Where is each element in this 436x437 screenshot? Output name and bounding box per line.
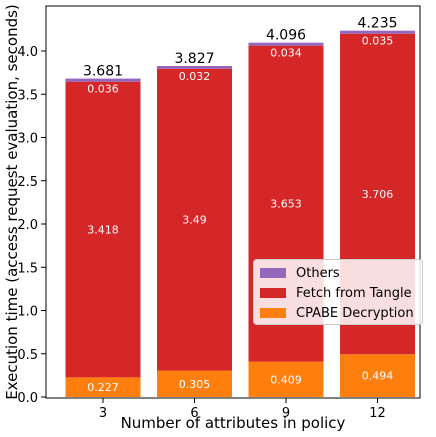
x-tick-label: 12: [369, 406, 386, 421]
legend-label-cpabe-decryption: CPABE Decryption: [296, 305, 414, 321]
bar-segment-cpabe-decryption: [157, 370, 232, 397]
legend-label-others: Others: [296, 265, 340, 281]
bar-total-label: 3.827: [174, 51, 214, 67]
x-axis: 3 6 9 12: [99, 398, 386, 421]
y-tick-label: 2.0: [17, 218, 38, 233]
bar-segment-cpabe-decryption: [65, 377, 141, 397]
x-tick-label: 3: [99, 406, 107, 421]
bar-total-label: 3.681: [83, 64, 123, 80]
x-axis-label: Number of attributes in policy: [121, 414, 346, 432]
bar-value-label: 0.305: [179, 378, 211, 391]
bar-value-label: 3.706: [362, 188, 394, 201]
y-axis-label: Execution time (access request evaluatio…: [3, 4, 21, 400]
legend-item-cpabe-decryption: CPABE Decryption: [260, 305, 414, 321]
legend-item-others: Others: [260, 265, 340, 281]
bar-segment-others: [65, 78, 141, 82]
y-tick-label: 1.0: [17, 305, 38, 320]
y-tick-label: 2.5: [17, 175, 38, 190]
legend-swatch-others: [260, 268, 286, 278]
bar-value-label: 3.49: [182, 214, 207, 227]
bar-value-label: 0.409: [270, 373, 302, 386]
y-tick-label: 0.0: [17, 391, 38, 406]
bar-segment-others: [248, 42, 324, 46]
bar-segment-others: [157, 65, 232, 69]
bar-value-label: 0.032: [179, 70, 211, 83]
bar-segment-others: [340, 30, 415, 34]
x-tick-label: 6: [190, 406, 198, 421]
bar-value-label: 0.034: [270, 47, 302, 60]
bar-value-label: 3.418: [87, 224, 119, 237]
x-tick-label: 9: [282, 406, 290, 421]
legend-label-fetch-from-tangle: Fetch from Tangle: [296, 285, 412, 301]
bar-segment-cpabe-decryption: [340, 354, 415, 397]
legend: Others Fetch from Tangle CPABE Decryptio…: [253, 259, 423, 325]
plot-area-frame: [45, 5, 421, 399]
y-tick-label: 3.5: [17, 88, 38, 103]
y-tick-label: 4.0: [17, 45, 38, 60]
bar-value-label: 3.653: [270, 198, 302, 211]
bar-value-label: 0.494: [362, 370, 394, 383]
y-tick-label: 0.5: [17, 348, 38, 363]
y-tick-label: 3.0: [17, 132, 38, 147]
y-axis: 0.0 0.5 1.0 1.5 2.0 2.5 3.0 3.5 4.0: [17, 45, 46, 406]
bar-segment-fetch-from-tangle: [65, 81, 141, 378]
y-tick-label: 1.5: [17, 261, 38, 276]
legend-item-fetch-from-tangle: Fetch from Tangle: [260, 285, 412, 301]
bars: 0.227 3.418 0.036 3.681 0.305 3.49 0.032 3.827 0…: [65, 16, 415, 397]
bar-segment-fetch-from-tangle: [157, 68, 232, 371]
bar-value-label: 0.035: [362, 35, 394, 48]
bar-segment-cpabe-decryption: [248, 361, 324, 397]
legend-swatch-cpabe-decryption: [260, 308, 286, 318]
bar-total-label: 4.096: [266, 28, 306, 44]
bar-total-label: 4.235: [357, 16, 397, 32]
legend-swatch-fetch-from-tangle: [260, 288, 286, 298]
bar-value-label: 0.227: [87, 381, 119, 394]
bar-value-label: 0.036: [87, 83, 119, 96]
